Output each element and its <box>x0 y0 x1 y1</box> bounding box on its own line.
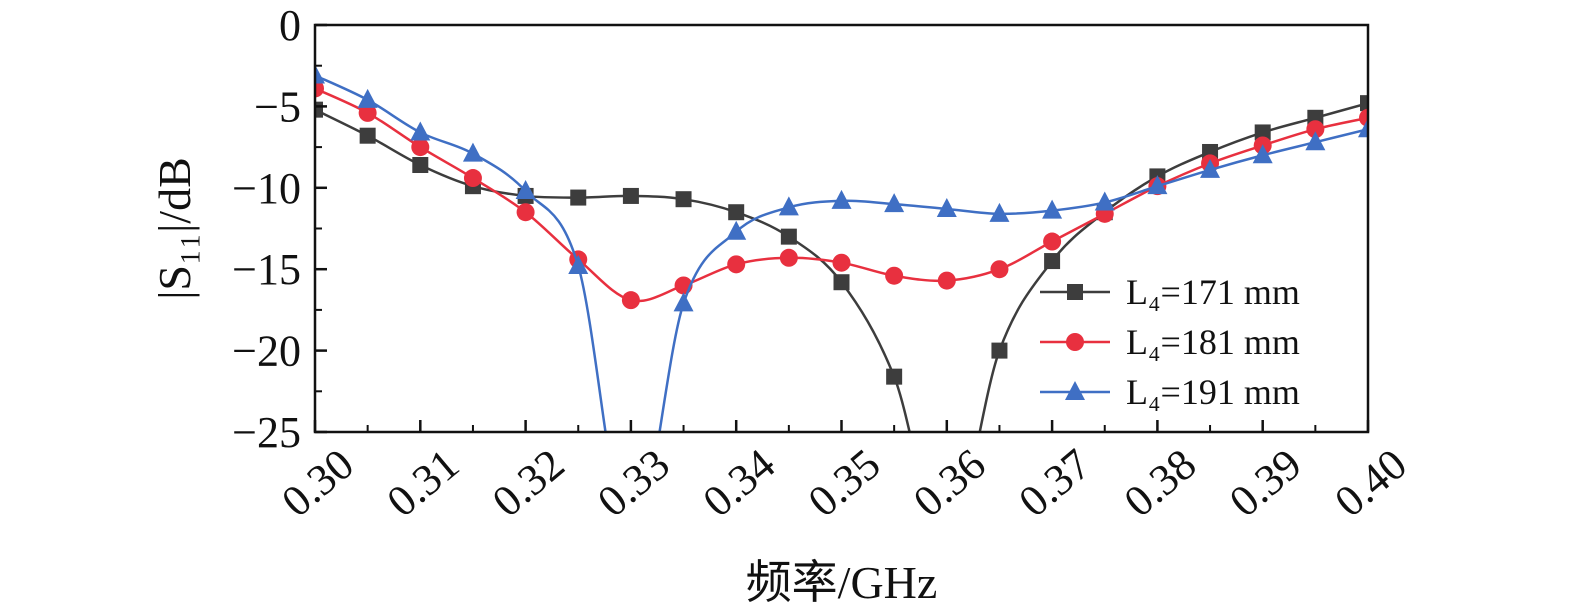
x-tick-label: 0.38 <box>1115 439 1205 526</box>
x-tick-label: 0.39 <box>1220 439 1310 526</box>
data-point-series-1 <box>1044 253 1061 270</box>
data-point-series-2 <box>621 291 640 310</box>
data-point-series-3 <box>1305 131 1326 151</box>
data-point-series-2 <box>358 103 377 122</box>
data-point-series-3 <box>778 196 799 216</box>
x-tick-label: 0.37 <box>1010 439 1100 526</box>
data-point-series-2 <box>1043 232 1062 251</box>
data-point-series-2 <box>779 248 798 267</box>
data-point-series-3 <box>726 220 747 240</box>
data-point-series-2 <box>516 203 535 222</box>
legend-label-1: L₄=171 mm <box>1126 272 1300 312</box>
data-point-series-3 <box>1252 144 1273 164</box>
data-point-series-2 <box>1306 120 1325 139</box>
data-point-series-3 <box>357 88 378 108</box>
x-tick-label: 0.32 <box>483 439 573 526</box>
series-line-3 <box>315 74 1368 432</box>
legend-marker-3 <box>1065 381 1085 400</box>
data-point-series-1 <box>728 204 745 221</box>
data-point-series-1 <box>570 189 587 206</box>
y-tick-label: 0 <box>279 1 301 50</box>
data-point-series-3 <box>936 197 957 217</box>
data-point-series-1 <box>622 187 639 204</box>
x-tick-label: 0.31 <box>378 439 468 526</box>
data-point-series-3 <box>515 180 536 200</box>
plot-frame <box>313 23 1370 434</box>
data-point-series-3 <box>410 121 431 141</box>
y-tick-label: −10 <box>232 164 301 213</box>
data-point-series-2 <box>990 260 1009 279</box>
data-point-series-2 <box>411 138 430 157</box>
data-point-series-1 <box>412 157 429 174</box>
y-tick-label: −20 <box>232 327 301 376</box>
data-point-series-1 <box>780 228 797 245</box>
legend-marker-2 <box>1066 333 1084 351</box>
data-point-series-3 <box>315 64 325 84</box>
legend-label-2: L₄=181 mm <box>1126 322 1300 362</box>
data-point-series-3 <box>462 142 483 162</box>
data-point-series-3 <box>1200 158 1221 178</box>
data-point-series-2 <box>315 79 324 98</box>
data-point-series-1 <box>833 274 850 291</box>
data-point-series-2 <box>937 271 956 290</box>
series-group <box>315 64 1368 432</box>
data-point-series-3 <box>1358 118 1368 138</box>
legend-label-3: L₄=191 mm <box>1126 372 1300 412</box>
data-point-series-2 <box>1359 108 1368 127</box>
series-line-1 <box>315 101 1368 432</box>
data-point-series-1 <box>991 342 1008 359</box>
data-point-series-3 <box>1094 191 1115 211</box>
y-tick-label: −25 <box>232 408 301 457</box>
x-tick-label: 0.34 <box>694 439 784 526</box>
x-tick-label: 0.40 <box>1325 439 1415 526</box>
data-point-series-2 <box>885 266 904 285</box>
data-point-series-3 <box>1147 175 1168 195</box>
legend-marker-1 <box>1067 284 1083 300</box>
data-point-series-1 <box>675 191 692 208</box>
data-point-series-3 <box>831 189 852 209</box>
y-tick-label: −15 <box>232 245 301 294</box>
data-point-series-1 <box>315 101 323 118</box>
y-tick-label: −5 <box>254 82 301 131</box>
x-tick-label: 0.36 <box>904 439 994 526</box>
x-tick-label: 0.33 <box>588 439 678 526</box>
data-point-series-3 <box>884 193 905 213</box>
data-point-series-2 <box>463 169 482 188</box>
data-point-series-3 <box>673 292 694 312</box>
data-point-series-2 <box>832 253 851 272</box>
data-point-series-3 <box>989 202 1010 222</box>
data-point-series-1 <box>1360 95 1368 112</box>
data-point-series-1 <box>359 127 376 144</box>
data-point-series-2 <box>727 255 746 274</box>
legend: L₄=171 mm L₄=181 mm L₄=191 mm <box>1040 272 1300 412</box>
y-axis-title: |S₁₁|/dB <box>149 157 200 300</box>
data-point-series-1 <box>1254 124 1271 141</box>
data-point-series-3 <box>568 254 589 274</box>
data-point-series-3 <box>1042 199 1063 219</box>
x-axis-title: 频率/GHz <box>746 557 938 608</box>
x-tick-label: 0.35 <box>799 439 889 526</box>
data-point-series-1 <box>886 368 903 385</box>
